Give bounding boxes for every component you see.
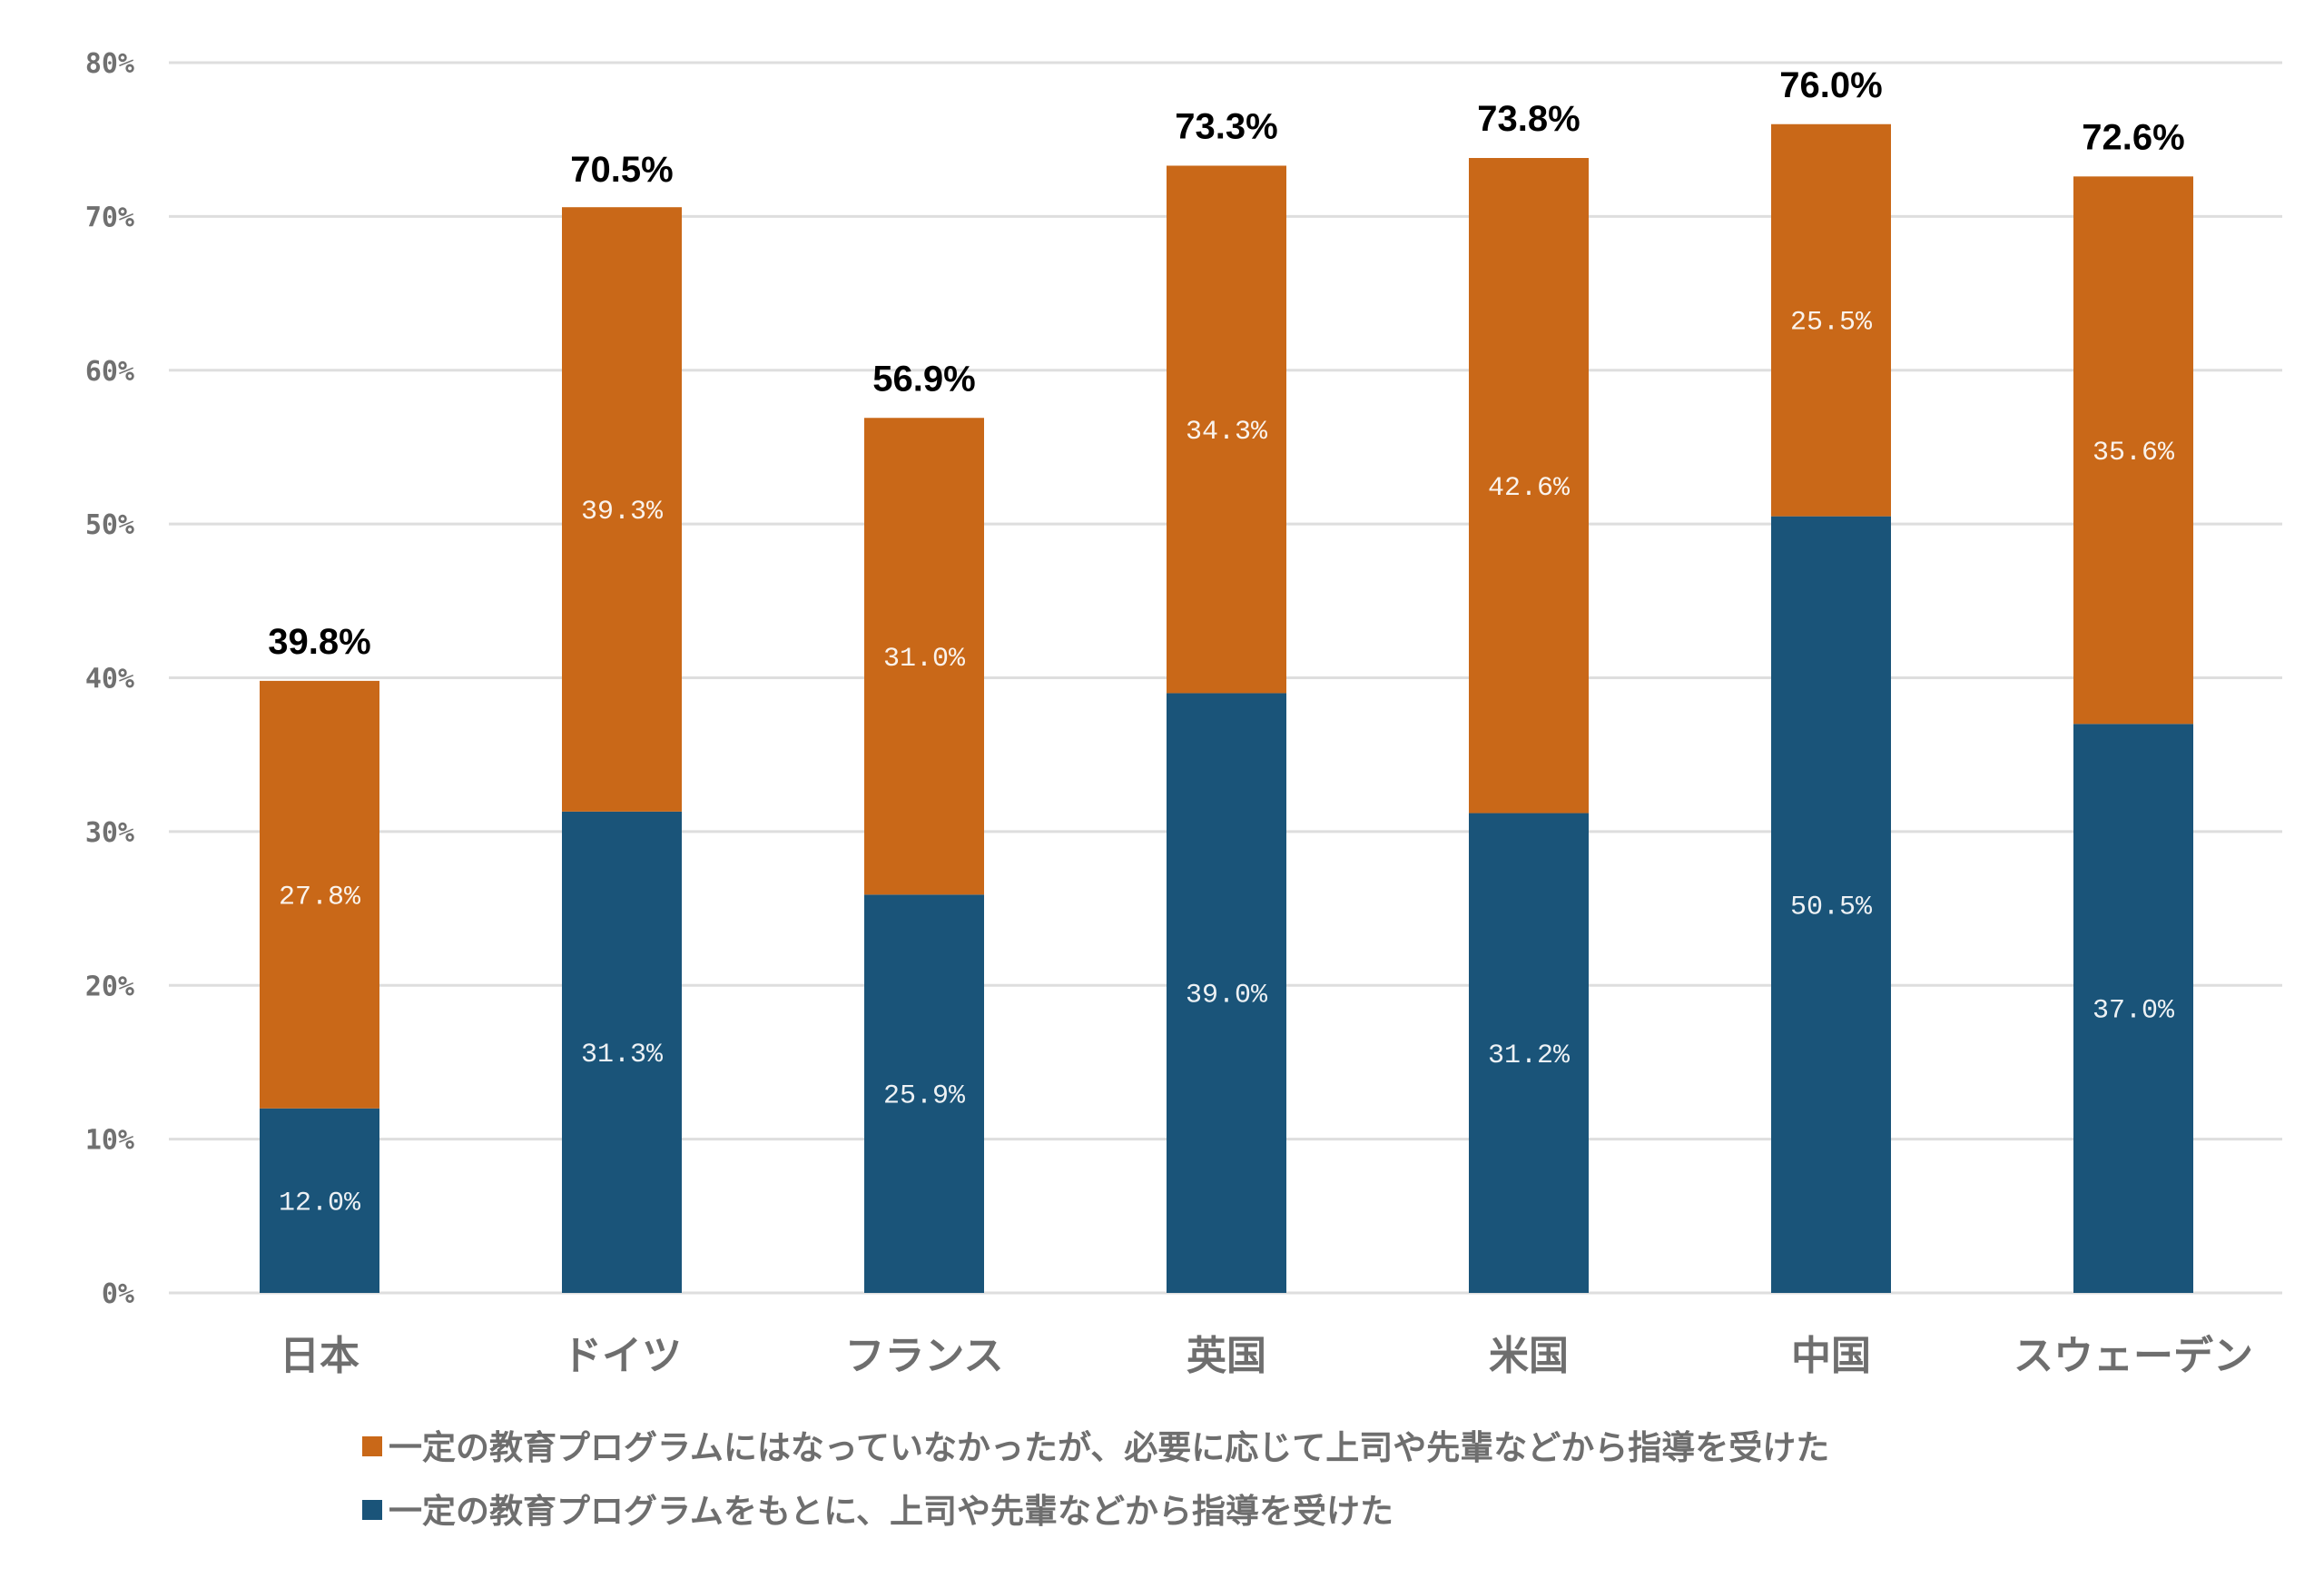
segment-data-label: 31.0%: [883, 644, 966, 675]
legend-swatch: [362, 1436, 382, 1456]
bar-group: 39.0% 34.3% 73.3%: [1167, 106, 1286, 1293]
x-tick-label: 英国: [1187, 1333, 1266, 1379]
segment-data-label: 12.0%: [279, 1188, 361, 1218]
legend-label: 一定の教育プログラムにはなっていなかったが、必要に応じて上司や先輩などから指導を…: [389, 1428, 1829, 1467]
legend-label: 一定の教育プログラムをもとに、上司や先輩などから指導を受けた: [389, 1492, 1393, 1531]
bar-segment-orange: [260, 680, 379, 1109]
segment-data-label: 34.3%: [1186, 417, 1268, 448]
y-tick-label: 80%: [85, 48, 134, 80]
legend-item: 一定の教育プログラムをもとに、上司や先輩などから指導を受けた: [362, 1492, 1393, 1531]
y-tick-label: 10%: [85, 1125, 134, 1157]
bar-segment-blue: [1469, 813, 1589, 1293]
x-tick-label: 中国: [1791, 1333, 1871, 1379]
bar-segment-blue: [1771, 516, 1891, 1293]
segment-data-label: 27.8%: [279, 882, 361, 912]
y-tick-label: 70%: [85, 202, 134, 233]
bar-segment-orange: [864, 418, 984, 895]
bar-segment-orange: [1167, 165, 1286, 694]
y-tick-label: 40%: [85, 664, 134, 695]
bar-group: 25.9% 31.0% 56.9%: [864, 359, 984, 1293]
segment-data-label: 31.2%: [1488, 1041, 1571, 1071]
bar-segment-blue: [562, 811, 682, 1293]
legend: 一定の教育プログラムにはなっていなかったが、必要に応じて上司や先輩などから指導を…: [362, 1428, 1829, 1531]
bar-group: 31.2% 42.6% 73.8%: [1469, 99, 1589, 1293]
segment-data-label: 25.5%: [1790, 308, 1873, 339]
x-tick-label: スウェーデン: [2014, 1333, 2253, 1379]
bar-group: 50.5% 25.5% 76.0%: [1771, 65, 1891, 1293]
x-tick-label: フランス: [844, 1333, 1003, 1379]
y-tick-label: 20%: [85, 971, 134, 1002]
legend-swatch: [362, 1500, 382, 1520]
segment-data-label: 39.3%: [581, 497, 664, 528]
segment-data-label: 25.9%: [883, 1081, 966, 1112]
y-tick-label: 50%: [85, 509, 134, 541]
bar-segment-orange: [1469, 158, 1589, 814]
bar-segment-blue: [1167, 693, 1286, 1293]
segment-data-label: 50.5%: [1790, 892, 1873, 922]
bars: 12.0% 27.8% 39.8% 31.3% 39.3% 70.5% 25.9% 31.0%…: [260, 65, 2193, 1293]
total-data-label: 72.6%: [2082, 117, 2184, 157]
segment-data-label: 42.6%: [1488, 473, 1571, 504]
y-axis-ticks: 0% 10% 20% 30% 40% 50% 60% 70% 80%: [85, 48, 134, 1310]
total-data-label: 73.3%: [1175, 106, 1277, 146]
total-data-label: 70.5%: [570, 150, 673, 190]
bar-segment-orange: [1771, 123, 1891, 517]
total-data-label: 39.8%: [268, 622, 370, 662]
x-tick-label: 日本: [280, 1333, 359, 1379]
total-data-label: 73.8%: [1477, 99, 1580, 139]
bar-group: 12.0% 27.8% 39.8%: [260, 622, 379, 1293]
x-tick-label: 米国: [1489, 1333, 1569, 1379]
total-data-label: 76.0%: [1779, 65, 1882, 105]
total-data-label: 56.9%: [872, 359, 975, 399]
segment-data-label: 35.6%: [2093, 438, 2175, 469]
segment-data-label: 31.3%: [581, 1040, 664, 1070]
bar-segment-orange: [2073, 176, 2193, 725]
legend-item: 一定の教育プログラムにはなっていなかったが、必要に応じて上司や先輩などから指導を…: [362, 1428, 1829, 1467]
y-tick-label: 30%: [85, 817, 134, 849]
bar-group: 31.3% 39.3% 70.5%: [562, 150, 682, 1293]
segment-data-label: 39.0%: [1186, 981, 1268, 1011]
y-tick-label: 0%: [102, 1278, 134, 1310]
bar-group: 37.0% 35.6% 72.6%: [2073, 117, 2193, 1293]
bar-segment-blue: [260, 1108, 379, 1293]
segment-data-label: 37.0%: [2093, 996, 2175, 1027]
bar-segment-blue: [2073, 724, 2193, 1293]
x-tick-label: ドイツ: [562, 1333, 682, 1379]
bar-segment-orange: [562, 207, 682, 812]
y-tick-label: 60%: [85, 356, 134, 388]
x-axis-ticks: 日本 ドイツ フランス 英国 米国 中国 スウェーデン: [280, 1333, 2253, 1379]
bar-segment-blue: [864, 894, 984, 1293]
